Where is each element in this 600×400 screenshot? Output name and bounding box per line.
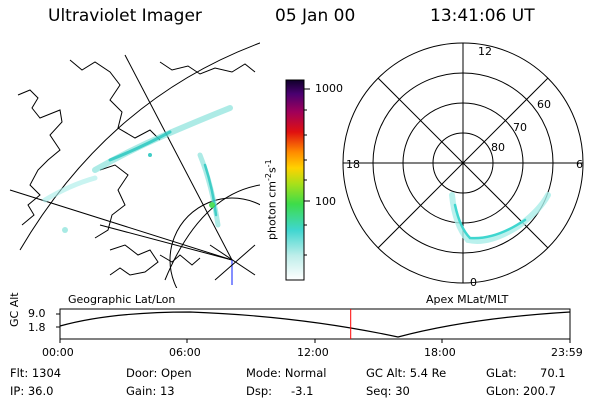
colorbar-tick-label: 1000 [315, 82, 343, 95]
map-meridian [124, 54, 233, 261]
time-label: 13:41:06 UT [430, 6, 535, 26]
geo-map-caption: Geographic Lat/Lon [68, 293, 176, 306]
map-meridian [99, 224, 233, 261]
coastline [159, 254, 201, 266]
lat-label-60: 60 [537, 98, 551, 111]
lat-label-80: 80 [491, 141, 505, 154]
altitude-plot [56, 308, 571, 343]
polar-aurora-emission [449, 192, 551, 244]
map-grid-arc [19, 42, 260, 251]
instrument-title: Ultraviolet Imager [48, 6, 202, 26]
map-grid-arc [164, 184, 260, 281]
polar-plot [342, 42, 584, 284]
polar-plot-caption: Apex MLat/MLT [426, 293, 509, 306]
gc-alt-value: GC Alt: 5.4 Re [366, 366, 447, 380]
glon-value: GLon: 200.7 [486, 384, 556, 398]
glat-value: 70.1 [540, 366, 566, 380]
altitude-xtick: 23:59 [551, 346, 583, 359]
seq-value: Seq: 30 [366, 384, 410, 398]
colorbar-tick-label: 100 [315, 195, 336, 208]
ip-value: IP: 36.0 [10, 384, 54, 398]
mlt-label-12: 12 [478, 45, 492, 58]
altitude-xtick: 06:00 [169, 346, 201, 359]
map-aurora-emission [42, 105, 233, 233]
door-status: Door: Open [126, 366, 192, 380]
colorbar-scale [285, 79, 305, 281]
colorbar-unit-label: photon cm-2s-1 [264, 159, 279, 240]
mode-status: Mode: Normal [246, 366, 327, 380]
coastline [109, 244, 159, 276]
altitude-ytick: 9.0 [28, 307, 46, 320]
map-meridian [209, 244, 256, 276]
gain-value: Gain: 13 [126, 384, 175, 398]
altitude-xtick: 18:00 [424, 346, 456, 359]
mlt-label-6: 6 [576, 158, 583, 171]
lat-label-70: 70 [513, 121, 527, 134]
altitude-curve [59, 311, 571, 338]
mlt-label-0: 0 [470, 276, 477, 289]
altitude-xtick: 12:00 [297, 346, 329, 359]
map-meridian [214, 244, 256, 281]
coastline [94, 164, 129, 239]
mlt-label-18: 18 [346, 158, 360, 171]
coastline [69, 59, 161, 141]
map-latitude-circle [169, 197, 260, 288]
geographic-map [9, 42, 260, 288]
coastline [159, 61, 256, 75]
flight-number: Flt: 1304 [10, 366, 62, 380]
altitude-ylabel: GC Alt [8, 292, 21, 327]
dsp-label: Dsp: [246, 384, 273, 398]
date-label: 05 Jan 00 [275, 6, 356, 26]
altitude-ytick: 1.8 [28, 321, 46, 334]
altitude-xtick: 00:00 [42, 346, 74, 359]
glat-label: GLat: [486, 366, 517, 380]
coastline [17, 89, 63, 226]
dsp-value: -3.1 [291, 384, 314, 398]
polar-meridian [377, 77, 549, 249]
